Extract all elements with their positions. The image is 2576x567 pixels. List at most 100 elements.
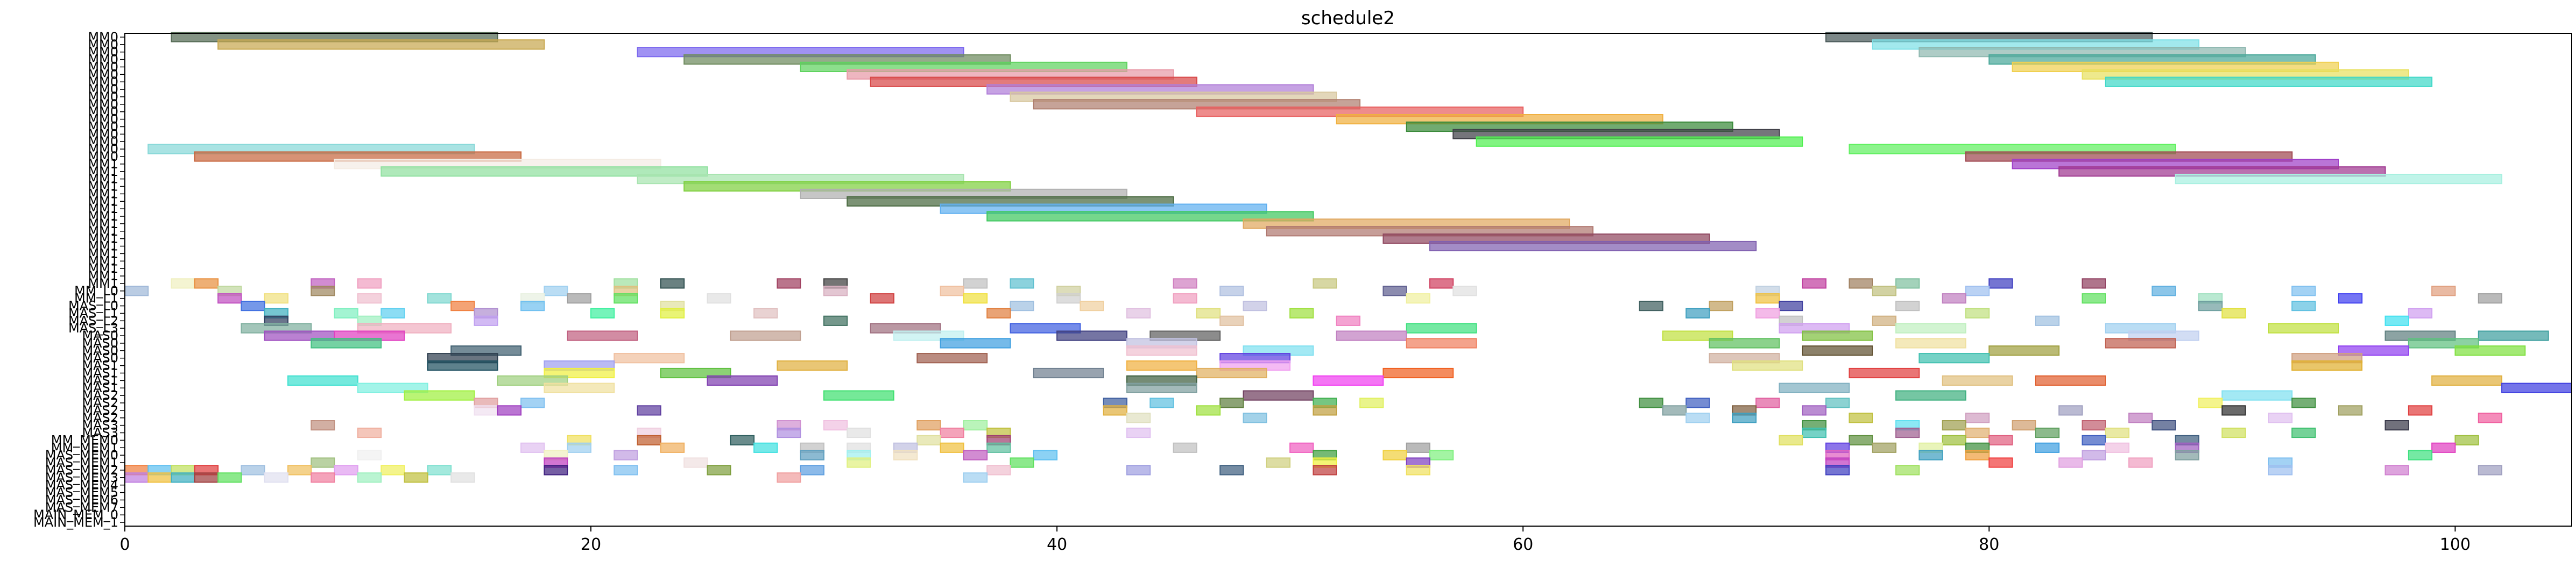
task-bar <box>1989 279 2012 288</box>
task-bar <box>2083 451 2106 460</box>
task-bar <box>1826 465 1849 474</box>
row-labels: MM0MM0MM0MM0MM0MM0MM0MM0MM0MM0MM0MM0MM0M… <box>33 30 125 530</box>
task-bar <box>1989 346 2059 355</box>
task-bar <box>1896 301 1919 310</box>
task-bar <box>288 376 358 385</box>
task-bar <box>1314 279 1337 288</box>
task-bar <box>824 316 847 325</box>
task-bar <box>358 473 381 482</box>
task-bar <box>778 428 801 437</box>
task-bar <box>1011 279 1034 288</box>
task-bar <box>195 473 218 482</box>
task-bar <box>1686 309 1709 318</box>
task-bar <box>2502 384 2572 393</box>
task-bar <box>1127 465 1150 474</box>
task-bar <box>1034 451 1057 460</box>
task-bar <box>1640 301 1663 310</box>
task-bar <box>847 458 870 467</box>
task-bar <box>708 376 778 385</box>
task-bar <box>894 451 917 460</box>
task-bar <box>2432 443 2455 452</box>
task-bar <box>1663 406 1686 415</box>
task-bar <box>1244 413 1267 422</box>
task-bar <box>2292 286 2315 295</box>
task-bar <box>917 436 940 445</box>
task-bar <box>125 473 148 482</box>
task-bar <box>2409 451 2432 460</box>
task-bar <box>1174 294 1197 303</box>
task-bar <box>778 361 848 370</box>
task-bar <box>987 443 1010 452</box>
task-bar <box>917 421 940 430</box>
task-bar <box>1407 338 1477 348</box>
task-bar <box>1896 279 1919 288</box>
task-bar <box>2083 421 2106 430</box>
task-bar <box>1896 324 1966 333</box>
task-bar <box>708 294 731 303</box>
task-bar <box>148 473 171 482</box>
task-bar <box>1710 338 1780 348</box>
task-bar <box>1966 451 1989 460</box>
task-bar <box>1034 368 1104 378</box>
task-bar <box>521 301 544 310</box>
task-bar <box>964 451 987 460</box>
task-bar <box>1407 443 1430 452</box>
task-bar <box>614 465 637 474</box>
task-bar <box>1896 391 1966 400</box>
task-bar <box>2292 361 2362 370</box>
task-bar <box>1756 398 1779 407</box>
task-bar <box>1453 286 1476 295</box>
task-bar <box>2292 301 2315 310</box>
task-bar <box>2176 451 2199 460</box>
task-bar <box>2479 465 2502 474</box>
task-bar <box>1943 436 1966 445</box>
task-bar <box>614 451 637 460</box>
task-bar <box>1733 361 1803 370</box>
task-bar <box>2222 309 2245 318</box>
task-bar <box>1127 428 1150 437</box>
task-bar <box>1290 443 1313 452</box>
task-bar <box>335 465 358 474</box>
task-bar <box>172 473 195 482</box>
task-bar <box>358 428 381 437</box>
task-bar <box>778 473 801 482</box>
task-bar <box>2106 77 2432 87</box>
task-bar <box>311 338 381 348</box>
task-bar <box>708 465 731 474</box>
task-bar <box>941 428 964 437</box>
task-bar <box>218 40 544 49</box>
task-bar <box>218 294 241 303</box>
task-bar <box>824 421 847 430</box>
task-bar <box>1267 458 1290 467</box>
task-bar <box>2199 301 2222 310</box>
task-bar <box>428 294 451 303</box>
task-bar <box>1640 398 1663 407</box>
task-bar <box>964 279 987 288</box>
task-bar <box>2455 436 2479 445</box>
task-bar <box>2386 465 2409 474</box>
task-bar <box>661 309 684 318</box>
task-bar <box>2386 316 2409 325</box>
task-bar <box>1850 368 1919 378</box>
task-bar <box>1150 398 1173 407</box>
task-bar <box>545 465 568 474</box>
task-bar <box>1384 368 1453 378</box>
task-bar <box>2292 428 2315 437</box>
task-bar <box>2409 309 2432 318</box>
x-tick-label: 80 <box>1979 535 1999 554</box>
task-bar <box>1896 465 1919 474</box>
task-bar <box>265 473 288 482</box>
task-bar <box>661 443 684 452</box>
task-bar <box>381 309 404 318</box>
task-bar <box>1407 465 1430 474</box>
task-bar <box>2106 338 2176 348</box>
task-bar <box>778 279 801 288</box>
task-bar <box>2083 279 2106 288</box>
task-bar <box>2059 406 2082 415</box>
task-bar <box>1314 465 1337 474</box>
task-bar <box>824 391 894 400</box>
task-bar <box>661 279 684 288</box>
task-bar <box>1220 398 1243 407</box>
task-bar <box>1803 279 1826 288</box>
